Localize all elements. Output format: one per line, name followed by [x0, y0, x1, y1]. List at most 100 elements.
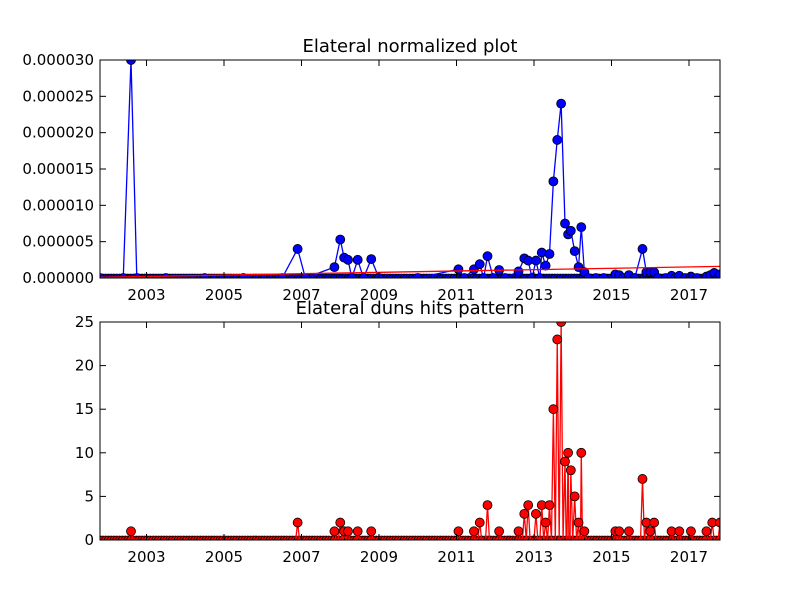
data-point: [701, 526, 712, 537]
trend-line: [100, 265, 720, 278]
x-tick-label: 2009: [360, 548, 398, 566]
data-point: [474, 259, 485, 270]
y-tick-label: 5: [84, 487, 94, 505]
data-point: [335, 234, 346, 245]
y-tick-label: 0.000025: [22, 87, 94, 105]
data-point: [366, 254, 377, 265]
x-tick-label: 2009: [360, 286, 398, 304]
y-tick-label: 15: [75, 400, 94, 418]
chart-panel-normalized: Elateral normalized plot 2003 2005 2007 200…: [22, 36, 721, 304]
data-point: [579, 526, 590, 537]
data-point: [329, 262, 340, 273]
y-tick-label: 0.000010: [22, 196, 94, 214]
data-point: [469, 526, 479, 537]
data-point: [576, 222, 587, 233]
data-point: [598, 273, 609, 278]
data-point: [544, 249, 555, 259]
data-point: [531, 508, 541, 519]
data-point: [560, 218, 570, 229]
data-point: [343, 526, 353, 537]
data-point: [523, 500, 534, 511]
data-point: [715, 269, 720, 278]
plot-area: [100, 60, 720, 278]
data-point: [629, 273, 640, 278]
data-point: [366, 526, 377, 537]
y-tick-label: 10: [75, 444, 94, 462]
data-point: [292, 517, 303, 528]
x-tick-label: 2017: [670, 286, 708, 304]
data-point: [565, 225, 576, 236]
data-point: [358, 273, 369, 278]
y-tick-label: 0.000000: [22, 269, 94, 287]
y-tick-label: 0.000005: [22, 233, 94, 251]
data-point: [624, 526, 634, 537]
data-point: [352, 526, 363, 537]
data-point: [540, 517, 551, 528]
data-point: [292, 244, 303, 254]
x-tick-label: 2011: [437, 548, 475, 566]
data-point: [674, 526, 685, 537]
data-point: [343, 254, 353, 265]
data-point: [591, 273, 601, 278]
data-point: [645, 526, 656, 537]
data-point: [565, 465, 576, 476]
data-point: [335, 517, 346, 528]
data-point: [346, 273, 357, 278]
x-tick-label: 2005: [205, 286, 243, 304]
data-point: [126, 60, 136, 65]
axis-ticks: 2003 2005 2007 2009 2011 2013 2015 2017 0.000000…: [22, 51, 720, 304]
x-tick-label: 2007: [282, 548, 320, 566]
data-point: [563, 447, 574, 458]
y-tick-label: 0.000030: [22, 51, 94, 69]
x-tick-label: 2013: [515, 286, 553, 304]
data-point: [569, 246, 580, 257]
data-point: [552, 334, 563, 345]
chart-title: Elateral duns hits pattern: [296, 298, 525, 319]
x-tick-label: 2017: [670, 548, 708, 566]
data-point: [474, 517, 485, 528]
data-point: [691, 273, 702, 278]
data-point: [352, 254, 363, 265]
data-point: [548, 176, 559, 187]
data-point: [488, 273, 499, 278]
data-point: [653, 273, 663, 278]
x-tick-label: 2013: [515, 548, 553, 566]
data-point: [715, 517, 720, 528]
x-tick-label: 2015: [592, 286, 630, 304]
data-point: [126, 526, 136, 537]
data-point: [534, 273, 545, 278]
data-point: [459, 273, 470, 278]
data-point: [540, 260, 551, 271]
x-tick-label: 2011: [437, 286, 475, 304]
series-1: [100, 265, 720, 278]
data-point: [548, 404, 559, 415]
plot-area: [100, 322, 720, 540]
data-point: [649, 517, 660, 528]
y-tick-label: 0.000015: [22, 160, 94, 178]
data-point: [576, 447, 587, 458]
y-tick-label: 0.000020: [22, 124, 94, 142]
y-tick-label: 0: [84, 531, 94, 549]
series-0: [100, 322, 720, 540]
data-point: [513, 526, 524, 537]
axis-ticks: 2003 2005 2007 2009 2011 2013 2015 2017 0 5 10 15 20…: [75, 313, 720, 566]
data-point: [412, 273, 423, 278]
axes-frame: [99, 321, 721, 541]
data-point: [494, 526, 505, 537]
data-point: [637, 244, 648, 254]
data-point: [560, 456, 570, 467]
data-point: [482, 251, 493, 262]
data-point: [329, 526, 340, 537]
chart-title: Elateral normalized plot: [303, 36, 518, 57]
x-tick-label: 2003: [127, 548, 165, 566]
data-point: [544, 500, 555, 511]
data-point: [583, 273, 594, 278]
data-point: [686, 526, 696, 537]
data-point: [552, 135, 563, 145]
data-point: [513, 266, 524, 277]
x-tick-label: 2015: [592, 548, 630, 566]
data-point: [614, 526, 625, 537]
y-tick-label: 25: [75, 313, 94, 331]
data-point: [453, 264, 464, 275]
